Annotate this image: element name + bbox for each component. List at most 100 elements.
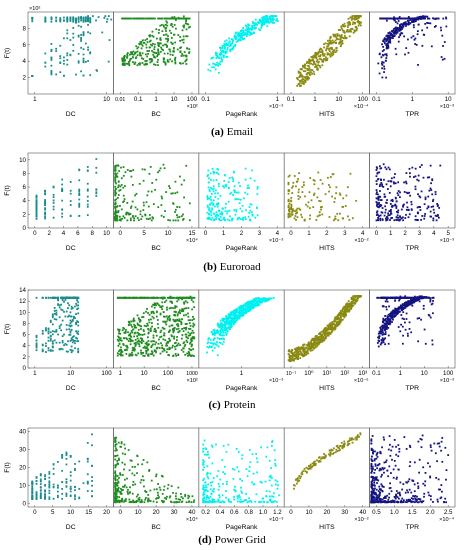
data-point <box>300 68 303 71</box>
data-point <box>296 78 299 81</box>
data-point <box>152 312 155 315</box>
data-point <box>340 45 342 47</box>
data-point <box>377 197 380 200</box>
data-point <box>244 191 247 194</box>
data-point <box>78 205 81 208</box>
data-point <box>434 18 437 21</box>
data-point <box>381 63 384 66</box>
data-point <box>115 164 118 167</box>
data-point <box>141 337 143 340</box>
data-point <box>430 189 433 191</box>
data-point <box>134 215 137 218</box>
data-point <box>50 42 53 45</box>
data-point <box>408 191 411 194</box>
data-point <box>209 218 212 221</box>
data-point <box>244 33 247 36</box>
data-point <box>385 76 387 79</box>
data-point <box>72 49 75 52</box>
data-point <box>165 342 168 345</box>
data-point <box>172 307 174 310</box>
data-point <box>232 178 234 180</box>
data-point <box>192 325 195 328</box>
data-point <box>251 26 254 29</box>
x-tick-label: 0.1 <box>134 96 143 103</box>
data-point <box>219 47 222 49</box>
data-point <box>380 182 383 184</box>
data-point <box>132 348 135 351</box>
data-point <box>190 349 193 352</box>
data-point <box>59 20 62 23</box>
data-point <box>142 58 145 60</box>
data-point <box>144 53 147 56</box>
data-point <box>216 354 219 357</box>
data-point <box>162 57 165 60</box>
data-point <box>228 315 230 317</box>
data-point <box>118 329 121 332</box>
data-point <box>344 205 347 207</box>
data-point <box>156 296 159 299</box>
data-point <box>385 34 388 37</box>
data-point <box>146 322 149 325</box>
data-point <box>375 175 378 178</box>
data-point <box>345 308 347 311</box>
data-point <box>225 39 228 42</box>
data-point <box>215 171 218 174</box>
data-point <box>163 348 165 350</box>
data-point <box>300 353 303 356</box>
data-point <box>162 49 165 52</box>
data-point <box>44 189 46 192</box>
x-multiplier: ×10⁻³ <box>440 238 454 244</box>
data-point <box>421 29 424 32</box>
data-point <box>220 322 223 324</box>
data-point <box>340 34 343 36</box>
data-point <box>227 41 230 44</box>
data-point <box>44 204 46 207</box>
data-point <box>82 33 85 36</box>
data-point <box>152 35 155 38</box>
data-point <box>414 185 417 188</box>
data-point <box>408 213 411 216</box>
data-point <box>76 332 79 334</box>
data-point <box>385 168 388 171</box>
data-point <box>306 72 309 74</box>
data-point <box>130 170 133 172</box>
data-point <box>306 350 309 353</box>
data-point <box>31 20 34 23</box>
data-point <box>309 71 312 74</box>
data-point <box>191 336 194 338</box>
data-point <box>69 204 72 206</box>
data-point <box>269 20 272 23</box>
data-point <box>397 209 400 212</box>
data-point <box>322 54 325 57</box>
data-point <box>131 51 134 54</box>
data-point <box>393 181 395 184</box>
data-point <box>35 195 38 198</box>
data-point <box>149 330 152 333</box>
data-point <box>114 187 117 190</box>
data-point <box>183 327 185 330</box>
data-point <box>78 194 81 196</box>
data-point <box>116 217 119 220</box>
data-point <box>87 46 89 49</box>
y-axis-label: F(t) <box>4 324 11 335</box>
data-point <box>323 53 326 56</box>
data-point <box>137 317 140 320</box>
data-point <box>130 57 132 60</box>
data-point <box>261 22 264 24</box>
data-point <box>230 320 232 323</box>
data-point <box>341 308 344 311</box>
data-point <box>95 191 98 194</box>
data-point <box>172 355 174 358</box>
data-point <box>230 314 233 316</box>
data-point <box>130 330 133 332</box>
data-point <box>71 338 74 341</box>
data-point <box>72 44 75 46</box>
data-point <box>147 353 150 356</box>
x-tick-label: 2 <box>325 230 329 237</box>
data-point <box>248 206 251 208</box>
data-point <box>181 310 184 313</box>
data-point <box>390 180 392 183</box>
data-point <box>181 298 183 301</box>
